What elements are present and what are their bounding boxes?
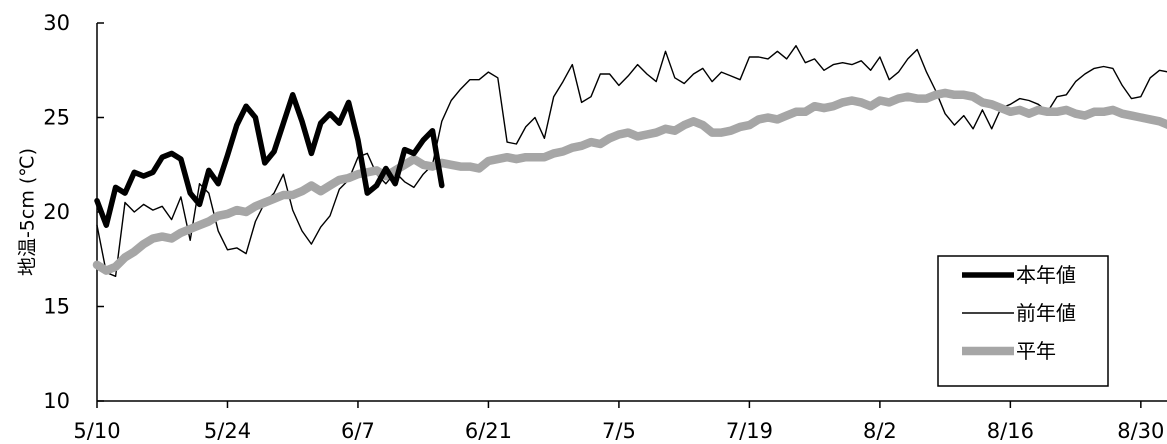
x-tick-label: 7/5 bbox=[602, 419, 636, 443]
x-tick-label: 6/7 bbox=[341, 419, 375, 443]
x-ticks: 5/10 5/24 6/7 6/21 7/5 7/19 8/2 8/16 8/30 bbox=[73, 401, 1164, 443]
series-line-1 bbox=[96, 45, 1167, 277]
x-tick-label: 8/30 bbox=[1117, 419, 1164, 443]
y-tick-label: 20 bbox=[43, 200, 70, 224]
x-tick-label: 5/24 bbox=[204, 419, 251, 443]
series-lines bbox=[92, 45, 1167, 277]
x-tick-label: 8/2 bbox=[863, 419, 897, 443]
legend-label-0: 本年値 bbox=[1016, 263, 1076, 287]
legend-label-2: 平年 bbox=[1016, 339, 1056, 363]
y-ticks: 10 15 20 25 30 bbox=[43, 11, 104, 413]
y-axis-label: 地温-5cm (℃) bbox=[17, 148, 39, 276]
y-tick-label: 30 bbox=[43, 11, 70, 35]
series-line-0 bbox=[94, 92, 445, 228]
y-tick-label: 10 bbox=[43, 389, 70, 413]
y-tick-label: 25 bbox=[43, 106, 70, 130]
x-tick-label: 5/10 bbox=[73, 419, 120, 443]
y-tick-label: 15 bbox=[43, 295, 70, 319]
x-tick-label: 8/16 bbox=[987, 419, 1034, 443]
legend-label-1: 前年値 bbox=[1016, 301, 1076, 325]
x-tick-label: 6/21 bbox=[465, 419, 512, 443]
series-line-2 bbox=[92, 88, 1167, 275]
x-tick-label: 7/19 bbox=[726, 419, 773, 443]
